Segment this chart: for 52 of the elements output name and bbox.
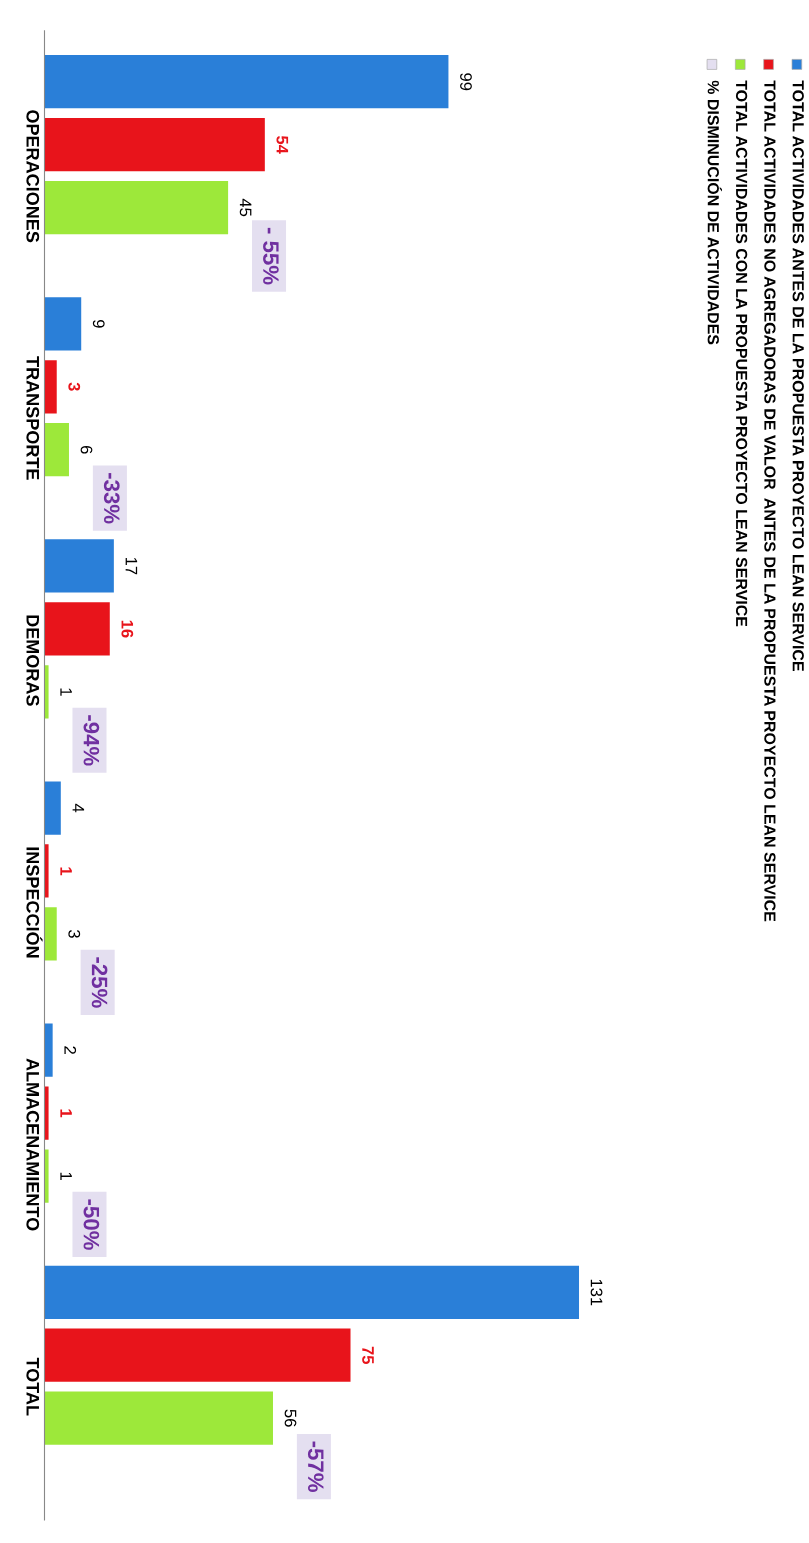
text: -33% [103, 473, 120, 524]
legend-label: TOTAL ACTIVIDADES NO AGREGADORAS DE VALOR ANTES DE LA PROPUESTA PROYECTO LEAN SERVICE [764, 80, 776, 922]
data-label: 9 [92, 319, 105, 328]
bar [44, 665, 49, 719]
y-tick-label: DEMORAS [26, 615, 40, 706]
bar [44, 1265, 580, 1319]
bar [44, 781, 61, 835]
y-tick-label: TOTAL [26, 1357, 40, 1416]
y-tick-label: TRANSPORTE [26, 356, 40, 480]
bar [44, 1149, 49, 1203]
bar [44, 1086, 49, 1140]
bar [44, 118, 265, 172]
data-label: 75 [362, 1346, 374, 1365]
data-label: 16 [121, 620, 134, 638]
y-tick-label: INSPECCIÓN [26, 847, 43, 958]
data-label: 1 [60, 1172, 72, 1180]
data-label: 1 [60, 1109, 72, 1118]
bar [44, 539, 114, 593]
bar [44, 360, 57, 414]
legend-label: % DISMINUCIÓN DE ACTIVIDADES [707, 80, 722, 345]
data-label: 1 [60, 867, 72, 876]
y-tick-label: ALMACENAMIENTO [26, 1058, 40, 1231]
data-label: 56 [284, 1409, 297, 1427]
data-label: 54 [276, 135, 289, 154]
bar [44, 180, 229, 235]
legend-label: TOTAL ACTIVIDADES ANTES DE LA PROPUESTA PROYECTO LEAN SERVICE [792, 80, 804, 671]
data-label: 4 [72, 803, 85, 813]
data-label: 17 [125, 557, 138, 575]
bar [44, 1391, 273, 1445]
bar [44, 1023, 53, 1077]
data-label: 6 [80, 445, 93, 454]
data-label: 1 [60, 688, 72, 696]
data-label: 3 [68, 382, 81, 391]
bar [44, 1328, 351, 1382]
bar [44, 297, 82, 351]
bar [44, 844, 49, 898]
text: -25% [91, 957, 108, 1008]
text: -50% [83, 1199, 100, 1250]
text: - 55% [263, 227, 279, 285]
bar [44, 55, 449, 109]
bar [44, 602, 110, 656]
legend-label: TOTAL ACTIVIDADES CON LA PROPUESTA PROYECTO LEAN SERVICE [735, 80, 748, 627]
bar [44, 423, 69, 477]
text: -94% [83, 715, 100, 766]
data-label: 2 [64, 1046, 77, 1054]
data-label: 131 [590, 1279, 603, 1306]
data-label: 3 [68, 929, 81, 938]
y-tick-label: OPERACIONES [26, 110, 40, 243]
text: -57% [307, 1441, 324, 1492]
data-label: 45 [239, 198, 252, 217]
bar [44, 907, 57, 961]
data-label: 99 [460, 73, 472, 91]
